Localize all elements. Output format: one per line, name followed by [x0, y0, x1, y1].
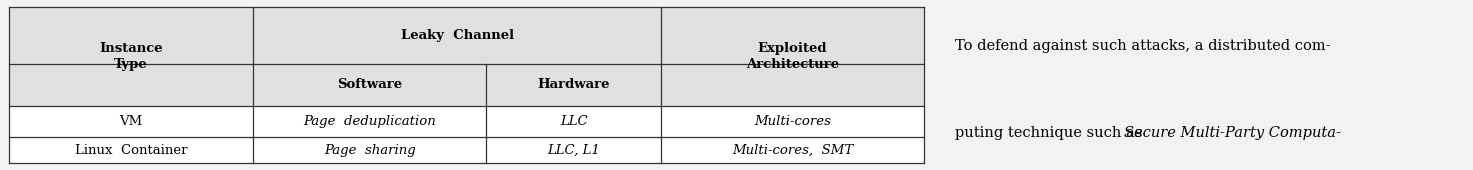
Text: Hardware: Hardware [538, 79, 610, 91]
Bar [661, 137, 924, 163]
Text: puting technique such as: puting technique such as [955, 126, 1146, 140]
Text: Software: Software [337, 79, 402, 91]
Text: LLC: LLC [560, 115, 588, 128]
Bar [9, 106, 253, 137]
Bar [486, 106, 661, 137]
Text: LLC, L1: LLC, L1 [548, 143, 600, 157]
Text: Secure Multi-Party Computa-: Secure Multi-Party Computa- [1124, 126, 1340, 140]
Bar [253, 64, 486, 106]
Text: Linux  Container: Linux Container [75, 143, 187, 157]
Text: VM: VM [119, 115, 143, 128]
Text: Exploited
Architecture: Exploited Architecture [745, 42, 840, 71]
Text: Page  sharing: Page sharing [324, 143, 415, 157]
Bar [253, 7, 661, 64]
Bar [9, 137, 253, 163]
Text: Multi-cores,  SMT: Multi-cores, SMT [732, 143, 853, 157]
Bar [253, 106, 486, 137]
Text: Leaky  Channel: Leaky Channel [401, 29, 514, 42]
Bar [486, 137, 661, 163]
Text: Page  deduplication: Page deduplication [303, 115, 436, 128]
Text: Instance
Type: Instance Type [99, 42, 164, 71]
Bar [661, 7, 924, 106]
Bar [253, 137, 486, 163]
Bar [661, 106, 924, 137]
Bar [486, 64, 661, 106]
Text: To defend against such attacks, a distributed com-: To defend against such attacks, a distri… [955, 39, 1330, 53]
Bar [9, 7, 253, 106]
Text: Multi-cores: Multi-cores [754, 115, 831, 128]
